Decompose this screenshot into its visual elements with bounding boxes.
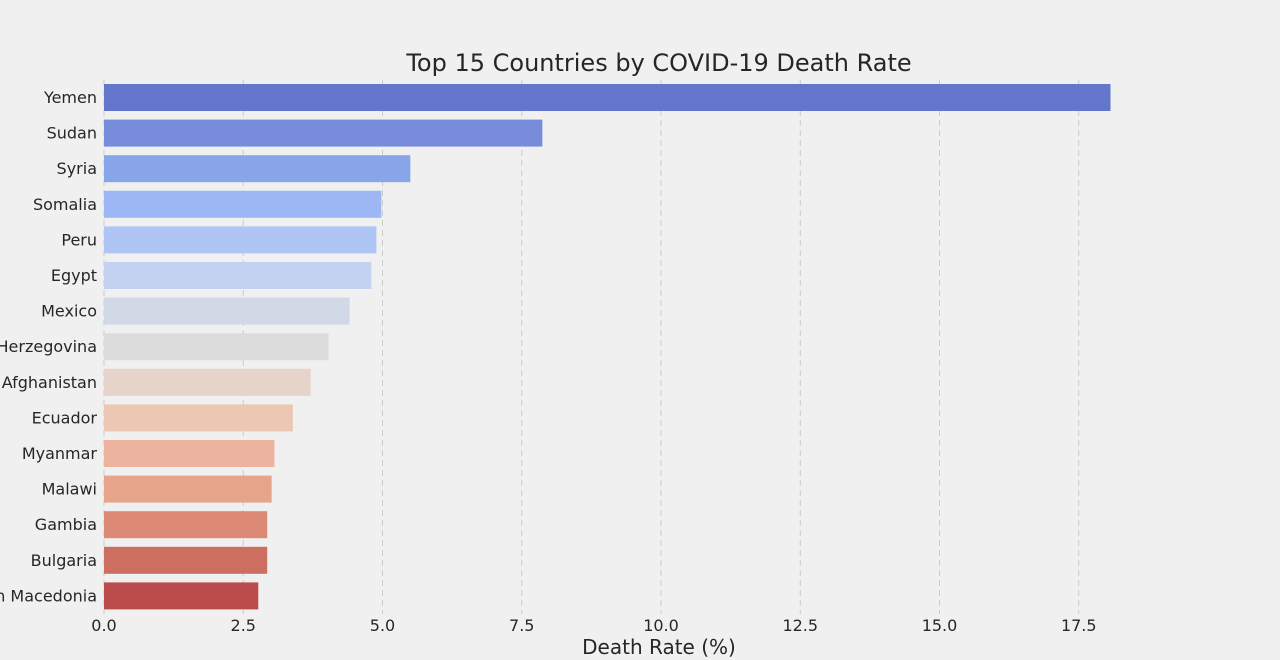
bars [104,84,1111,610]
y-tick-label: Peru [61,230,97,249]
bar [104,226,377,254]
bar [104,546,268,574]
bar [104,262,372,289]
y-tick-label: North Macedonia [0,586,97,605]
x-tick-label: 0.0 [91,616,116,635]
bar [104,333,329,361]
bar [104,297,350,325]
bar [104,84,1111,111]
y-axis-category-labels: Yemen Sudan Syria Somalia Peru Egypt Mexico Bos… [0,88,97,605]
y-tick-label: Syria [57,159,97,178]
y-tick-label: Somalia [33,195,97,214]
x-axis-label: Death Rate (%) [582,635,736,659]
bar [104,155,411,183]
bar [104,582,259,610]
x-tick-label: 10.0 [643,616,679,635]
bar [104,404,293,432]
bar [104,440,275,467]
y-tick-label: Gambia [35,515,97,534]
x-tick-label: 17.5 [1061,616,1097,635]
y-tick-label: Egypt [51,266,97,285]
y-tick-label: Mexico [41,302,97,321]
bar [104,475,272,503]
y-tick-label: Sudan [47,124,97,143]
y-tick-label: Malawi [42,480,97,499]
y-tick-label: Yemen [43,88,97,107]
bar [104,511,268,539]
y-tick-label: Bulgaria [31,551,97,570]
x-tick-label: 7.5 [509,616,534,635]
bar [104,190,382,218]
x-tick-label: 12.5 [782,616,818,635]
bar [104,368,311,396]
y-tick-label: Ecuador [32,408,98,427]
x-tick-label: 15.0 [922,616,958,635]
y-tick-label: Myanmar [22,444,98,463]
x-tick-label: 2.5 [231,616,256,635]
chart-title: Top 15 Countries by COVID-19 Death Rate [405,49,911,77]
bar [104,119,543,147]
x-tick-label: 5.0 [370,616,395,635]
y-tick-label: Bosnia and Herzegovina [0,337,97,356]
y-tick-label: Afghanistan [2,373,97,392]
x-axis-tick-labels: 0.0 2.5 5.0 7.5 10.0 12.5 15.0 17.5 [91,616,1096,635]
